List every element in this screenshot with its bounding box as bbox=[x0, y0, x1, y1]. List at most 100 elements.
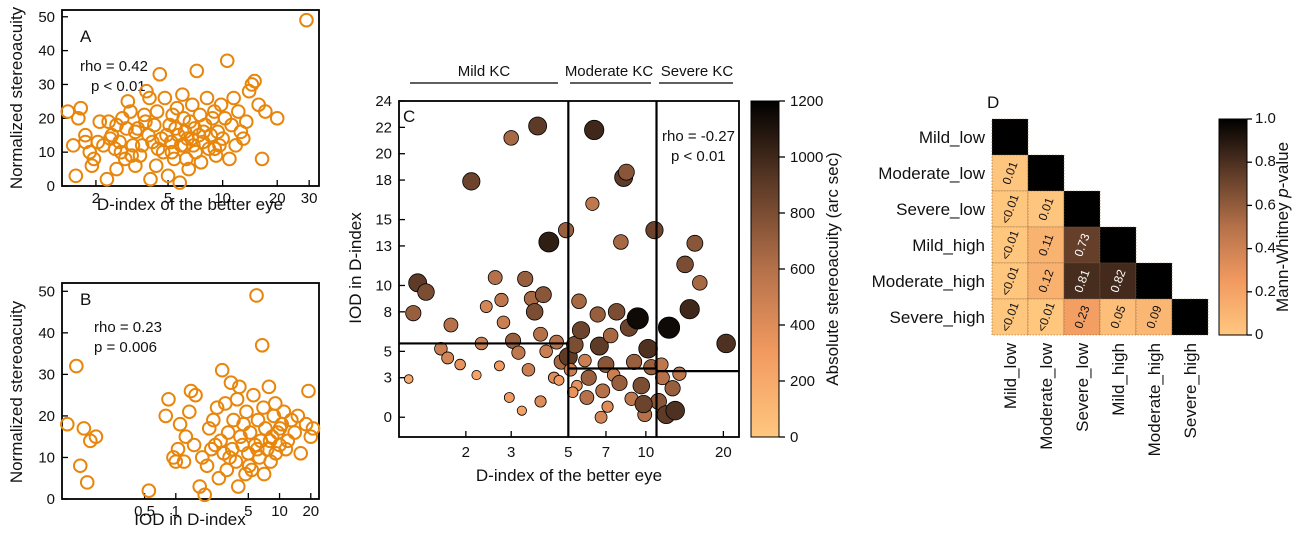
heatmap-row-label: Moderate_low bbox=[878, 164, 986, 183]
colorbar-tick-label: 0.6 bbox=[1255, 196, 1276, 213]
y-tick-label: 13 bbox=[375, 238, 392, 255]
data-point bbox=[199, 458, 215, 474]
y-tick-label: 30 bbox=[38, 76, 55, 93]
data-point bbox=[223, 375, 239, 390]
data-point bbox=[261, 379, 277, 395]
bubble-point bbox=[494, 292, 509, 308]
data-point bbox=[107, 141, 123, 157]
data-point bbox=[124, 148, 139, 163]
data-point bbox=[269, 111, 285, 126]
data-point bbox=[138, 114, 153, 129]
data-point bbox=[207, 437, 223, 453]
bubble-point bbox=[403, 374, 414, 384]
y-tick-label: 15 bbox=[375, 212, 392, 229]
bubble-point bbox=[471, 370, 482, 381]
panel-a-points bbox=[60, 12, 314, 190]
data-point bbox=[170, 441, 186, 457]
colorbar-tick-label: 800 bbox=[790, 205, 815, 222]
heatmap-row-label: Moderate_high bbox=[872, 272, 985, 291]
x-tick-label: 20 bbox=[715, 444, 732, 461]
data-point bbox=[293, 446, 309, 461]
data-point bbox=[249, 288, 264, 303]
data-point bbox=[99, 171, 115, 187]
x-tick-label: 5 bbox=[164, 190, 172, 207]
x-tick-label: 5 bbox=[564, 444, 572, 461]
x-tick-label: 20 bbox=[302, 503, 319, 520]
bubble-point bbox=[679, 299, 700, 320]
bubble-point bbox=[638, 338, 658, 359]
y-tick-label: 3 bbox=[384, 370, 392, 387]
data-point bbox=[141, 483, 157, 498]
x-tick-label: 0.5 bbox=[134, 503, 155, 520]
bubble-point bbox=[672, 366, 687, 381]
bubble-point bbox=[553, 374, 565, 386]
data-point bbox=[132, 148, 148, 163]
bubble-point bbox=[528, 116, 548, 136]
bubble-point bbox=[607, 303, 626, 321]
panel-b-stat-p: p = 0.006 bbox=[94, 339, 157, 356]
panel-b: B rho = 0.23 p = 0.006 IOD in D-index No… bbox=[7, 282, 321, 529]
colorbar-tick-label: 0 bbox=[1255, 326, 1263, 343]
bubble-point bbox=[595, 383, 611, 399]
bubble-point bbox=[664, 380, 681, 397]
data-point bbox=[84, 158, 100, 173]
colorbar-tick-label: 0 bbox=[790, 429, 798, 446]
data-point bbox=[229, 392, 245, 407]
panel-d-colorbar-label: Mann-Whitney p-value bbox=[1273, 142, 1292, 312]
x-tick-label: 3 bbox=[507, 444, 515, 461]
data-point bbox=[228, 138, 243, 153]
x-tick-label: 10 bbox=[638, 444, 655, 461]
data-point bbox=[155, 144, 171, 160]
data-point bbox=[197, 487, 213, 503]
data-point bbox=[101, 114, 116, 129]
data-point bbox=[242, 425, 258, 440]
data-point bbox=[128, 124, 143, 140]
data-point bbox=[125, 138, 141, 153]
data-point bbox=[250, 412, 266, 428]
bubble-point bbox=[454, 358, 466, 371]
y-tick-label: 0 bbox=[47, 491, 55, 508]
bubble-point bbox=[571, 321, 591, 340]
y-tick-label: 20 bbox=[38, 110, 55, 127]
panel-d-row-labels: Mild_low Moderate_low Severe_low Mild_high M… bbox=[872, 128, 986, 327]
bubble-point bbox=[443, 317, 459, 333]
data-point bbox=[208, 148, 224, 163]
bubble-point bbox=[686, 234, 704, 252]
bubble-point bbox=[534, 286, 552, 304]
bubble-point bbox=[589, 336, 609, 356]
heatmap-cell bbox=[1099, 226, 1137, 264]
heatmap-col-label: Mild_high bbox=[1109, 343, 1128, 416]
y-tick-label: 40 bbox=[38, 325, 55, 342]
data-point bbox=[90, 134, 106, 150]
y-tick-label: 20 bbox=[38, 408, 55, 425]
colorbar-tick-label: 1000 bbox=[790, 149, 823, 166]
heatmap-row-label: Mild_high bbox=[912, 236, 985, 255]
heatmap-cell bbox=[1027, 154, 1065, 192]
bubble-point bbox=[584, 119, 605, 141]
x-tick-label: 10 bbox=[214, 190, 231, 207]
bubble-point bbox=[496, 315, 511, 330]
data-point bbox=[258, 104, 273, 119]
heatmap-cell bbox=[1099, 298, 1137, 336]
data-point bbox=[184, 97, 200, 113]
data-point bbox=[175, 87, 190, 102]
data-point bbox=[183, 383, 199, 399]
bubble-point bbox=[645, 221, 664, 240]
panel-a-ylabel: Normalized stereoacuity bbox=[7, 6, 26, 189]
bubble-point bbox=[571, 293, 587, 310]
bubble-point bbox=[613, 234, 629, 250]
data-point bbox=[305, 421, 321, 436]
panel-a-stat-p: p < 0.01 bbox=[91, 78, 146, 95]
colorbar-tick-label: 1200 bbox=[790, 93, 823, 110]
heatmap-col-label: Severe_high bbox=[1181, 343, 1200, 438]
bubble-point bbox=[533, 326, 548, 342]
data-point bbox=[86, 151, 102, 167]
heatmap-row-label: Severe_high bbox=[890, 308, 985, 327]
bubble-point bbox=[676, 255, 694, 274]
data-point bbox=[254, 338, 270, 353]
heatmap-row-label: Mild_low bbox=[919, 128, 986, 147]
colorbar-tick-label: 200 bbox=[790, 373, 815, 390]
panel-d: D 0.01<0.01 0.01<0.01 0.11 0.73<0.01 0.12 0.8… bbox=[872, 93, 1292, 456]
panel-b-ylabel: Normalized stereoacuity bbox=[7, 300, 26, 483]
data-point bbox=[109, 161, 124, 177]
